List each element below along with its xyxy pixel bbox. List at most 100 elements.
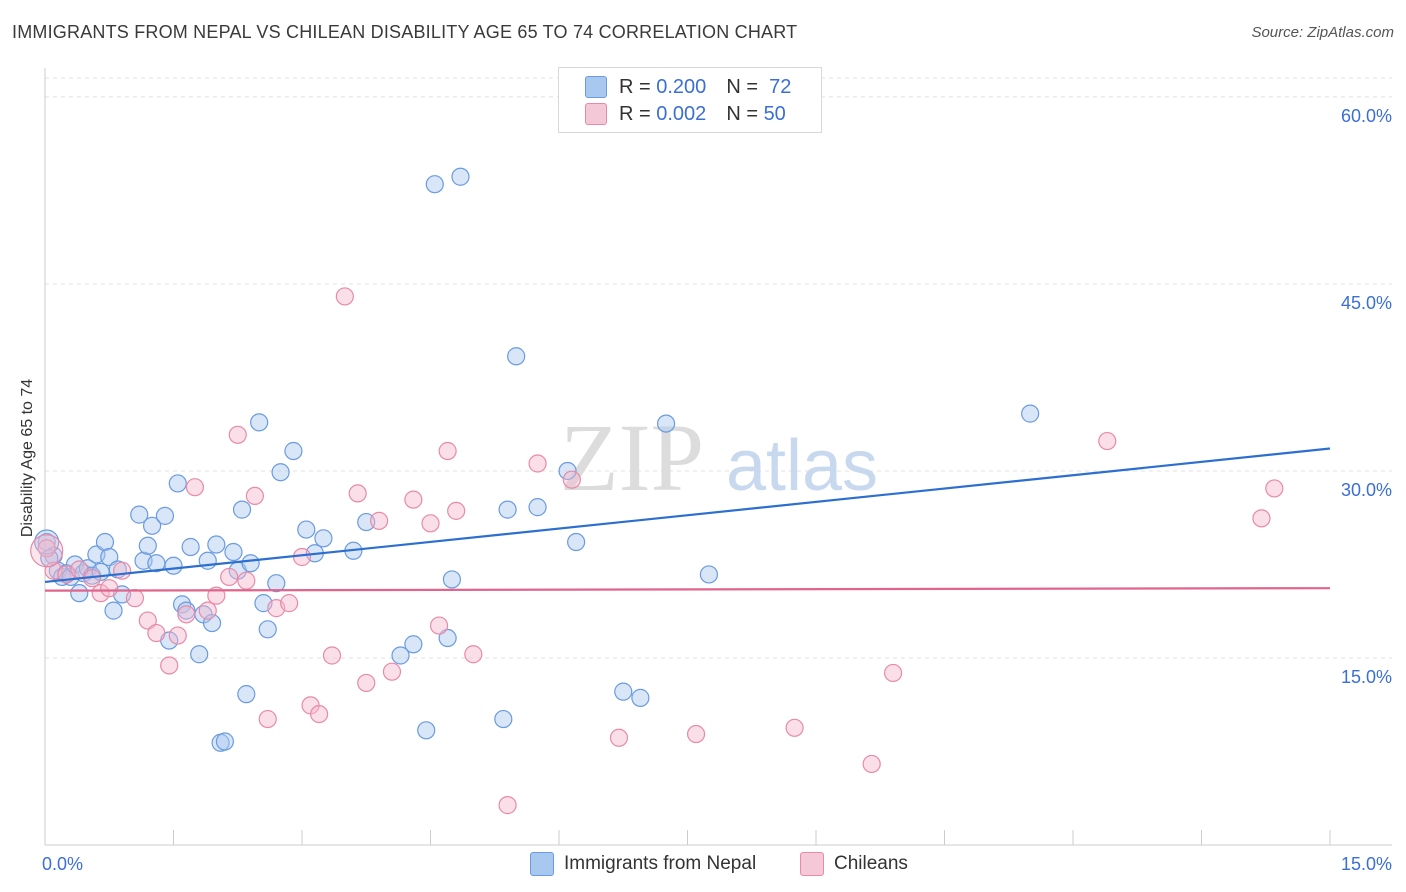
- point-chileans: [357, 673, 376, 693]
- point-nepal: [271, 463, 290, 482]
- point-chileans: [370, 511, 389, 530]
- point-chileans: [447, 501, 466, 520]
- watermark-zip: ZIP: [560, 404, 704, 511]
- point-nepal: [258, 620, 277, 639]
- point-chileans: [883, 663, 903, 683]
- point-chileans: [1098, 431, 1117, 451]
- point-chileans: [91, 584, 110, 603]
- point-chileans: [335, 287, 354, 306]
- point-chileans: [464, 645, 483, 664]
- point-chileans: [528, 454, 547, 473]
- point-chileans-large: [30, 534, 64, 568]
- point-nepal: [1021, 404, 1040, 423]
- point-chileans: [112, 561, 132, 580]
- point-nepal: [558, 461, 577, 481]
- point-nepal: [215, 732, 234, 751]
- y-tick-labels: 15.0% 30.0% 45.0% 60.0%: [1341, 106, 1392, 687]
- point-nepal: [142, 516, 162, 535]
- point-chileans: [322, 646, 342, 665]
- point-nepal: [190, 645, 209, 664]
- trend-line-chileans: [44, 587, 1331, 592]
- x-tick-label-min: 0.0%: [42, 854, 83, 874]
- x-tick-label-max: 15.0%: [1341, 854, 1392, 874]
- point-chileans: [100, 579, 119, 598]
- point-chileans: [404, 490, 423, 509]
- correlation-legend: R = 0.200 N = 72 R = 0.002 N = 50: [558, 67, 822, 133]
- point-chileans: [686, 724, 706, 744]
- point-chileans: [177, 605, 196, 624]
- legend-n-value-nepal: 72: [769, 75, 792, 98]
- point-nepal: [528, 498, 547, 517]
- y-tick-label: 60.0%: [1341, 106, 1392, 126]
- x-tick-labels: 0.0% 15.0%: [42, 854, 1392, 874]
- point-chileans: [498, 796, 517, 815]
- legend-n-value-chileans: 50: [763, 102, 786, 125]
- point-chileans: [1252, 509, 1271, 528]
- series-legend: Immigrants from Nepal Chileans: [0, 852, 1406, 878]
- trend-line-nepal: [44, 447, 1331, 584]
- legend-row-nepal: R = 0.200 N = 72: [585, 74, 791, 100]
- point-nepal: [498, 500, 517, 519]
- point-nepal: [699, 565, 719, 584]
- point-chileans: [160, 656, 179, 675]
- watermark-atlas: atlas: [726, 426, 878, 506]
- point-chileans: [421, 514, 440, 533]
- point-nepal: [155, 506, 175, 525]
- point-chileans: [348, 484, 367, 503]
- y-tick-label: 30.0%: [1341, 480, 1392, 500]
- point-nepal: [237, 685, 256, 704]
- point-chileans: [168, 626, 187, 645]
- y-axis-label: Disability Age 65 to 74: [19, 378, 36, 538]
- legend-r-label: R =: [619, 75, 651, 98]
- point-nepal: [232, 500, 252, 519]
- point-nepal: [100, 547, 119, 567]
- point-chileans: [228, 425, 247, 444]
- point-nepal: [494, 709, 513, 729]
- legend-swatch-nepal: [585, 76, 607, 98]
- y-tick-label: 45.0%: [1341, 293, 1392, 313]
- point-chileans: [1265, 479, 1284, 498]
- point-nepal: [70, 584, 89, 603]
- point-nepal: [130, 505, 149, 524]
- legend-n-label: N =: [726, 75, 758, 98]
- point-chileans: [292, 547, 312, 567]
- point-chileans: [382, 662, 402, 681]
- chart-title: IMMIGRANTS FROM NEPAL VS CHILEAN DISABIL…: [12, 22, 798, 42]
- point-chileans: [562, 470, 581, 489]
- watermark: ZIP atlas: [560, 404, 878, 511]
- source-label: Source: ZipAtlas.com: [1251, 24, 1394, 41]
- point-chileans: [862, 754, 881, 774]
- point-nepal: [567, 532, 586, 552]
- point-chileans: [785, 718, 804, 737]
- axes: [44, 68, 1392, 846]
- point-chileans: [185, 478, 205, 497]
- point-chileans: [237, 571, 256, 590]
- point-nepal: [181, 537, 200, 557]
- point-nepal: [451, 167, 470, 186]
- point-nepal: [138, 536, 157, 555]
- legend-item-chileans: Chileans: [800, 852, 908, 876]
- point-nepal: [417, 721, 436, 740]
- y-tick-label: 15.0%: [1341, 667, 1392, 687]
- point-chileans: [138, 611, 157, 630]
- point-nepal: [267, 574, 286, 593]
- point-nepal: [164, 556, 183, 575]
- point-chileans: [429, 616, 449, 635]
- point-nepal: [357, 512, 376, 532]
- point-chileans: [245, 486, 264, 506]
- point-nepal: [168, 474, 187, 493]
- point-chileans: [438, 441, 457, 461]
- legend-swatch-nepal: [530, 852, 554, 876]
- point-nepal: [104, 601, 123, 620]
- point-nepal: [224, 542, 243, 562]
- point-nepal: [241, 554, 260, 573]
- point-chileans: [280, 594, 299, 613]
- point-nepal: [614, 682, 633, 701]
- legend-r-value-chileans: 0.002: [656, 102, 707, 125]
- legend-label-nepal: Immigrants from Nepal: [564, 853, 757, 874]
- trend-lines: [44, 447, 1331, 592]
- legend-r-value-nepal: 0.200: [656, 75, 707, 98]
- legend-swatch-chileans: [585, 103, 607, 125]
- point-nepal: [314, 529, 333, 548]
